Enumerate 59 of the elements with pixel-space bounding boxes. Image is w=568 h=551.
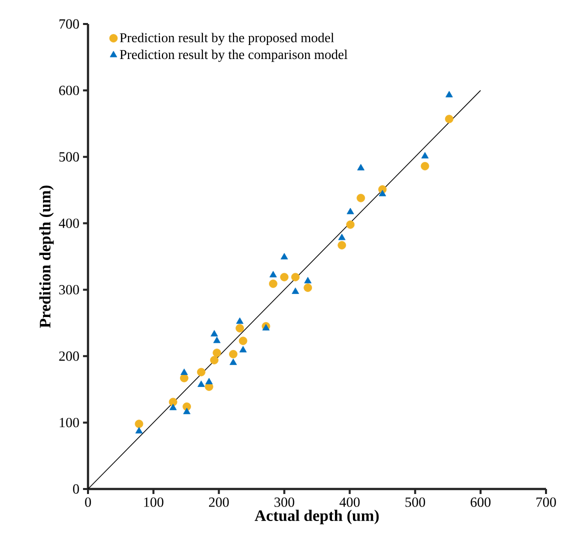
x-tick-label: 700: [536, 497, 556, 507]
x-tick-label: 500: [406, 497, 426, 507]
x-tick-label: 600: [470, 497, 490, 507]
point: [198, 380, 205, 387]
point: [346, 220, 355, 229]
point: [446, 90, 453, 98]
y-tick-label: 400: [58, 218, 79, 228]
x-tick-label: 300: [274, 497, 294, 507]
point: [346, 208, 354, 214]
y-tick-label: 100: [60, 418, 79, 428]
point: [238, 336, 248, 346]
point: [378, 190, 386, 196]
y-tick-label: 600: [59, 86, 79, 96]
point: [210, 356, 218, 364]
y-tick-label: 500: [59, 152, 79, 162]
point: [213, 336, 221, 344]
x-tick-label: 0: [85, 497, 91, 507]
y-tick-label: 200: [59, 351, 79, 361]
point: [168, 398, 178, 406]
y-tick-label: 300: [59, 285, 79, 294]
point: [270, 270, 277, 278]
point: [183, 408, 190, 414]
point: [304, 276, 312, 284]
point: [236, 317, 244, 324]
point: [357, 164, 364, 170]
point: [236, 324, 244, 332]
x-tick-label: 100: [144, 497, 164, 507]
y-tick-label: 0: [73, 484, 79, 494]
point: [135, 427, 143, 434]
legend-label: Prediction result by the proposed model: [120, 32, 334, 46]
point: [420, 162, 430, 170]
x-tick-label: 400: [340, 497, 360, 507]
point: [338, 234, 346, 240]
point: [291, 272, 300, 282]
point: [292, 288, 300, 294]
x-tick-label: 200: [209, 497, 229, 507]
point: [229, 350, 238, 358]
point: [239, 346, 247, 352]
point: [338, 241, 346, 250]
point: [280, 252, 288, 260]
point: [180, 368, 188, 375]
legend-label: Prediction result by the comparison model: [120, 50, 348, 62]
point: [134, 420, 144, 428]
point: [169, 404, 177, 410]
point: [421, 152, 429, 158]
point: [197, 368, 206, 376]
y-axis-title: Predition depth (um): [39, 186, 54, 328]
point: [212, 348, 222, 358]
point: [180, 374, 188, 382]
y-tick-label: 700: [60, 19, 79, 29]
point: [205, 378, 213, 384]
point: [230, 358, 237, 365]
point: [268, 280, 278, 288]
point: [356, 194, 366, 202]
point: [280, 272, 288, 282]
point: [444, 114, 454, 124]
point: [210, 330, 218, 336]
point: [304, 284, 312, 292]
x-axis-title: Actual depth (um): [254, 510, 379, 524]
